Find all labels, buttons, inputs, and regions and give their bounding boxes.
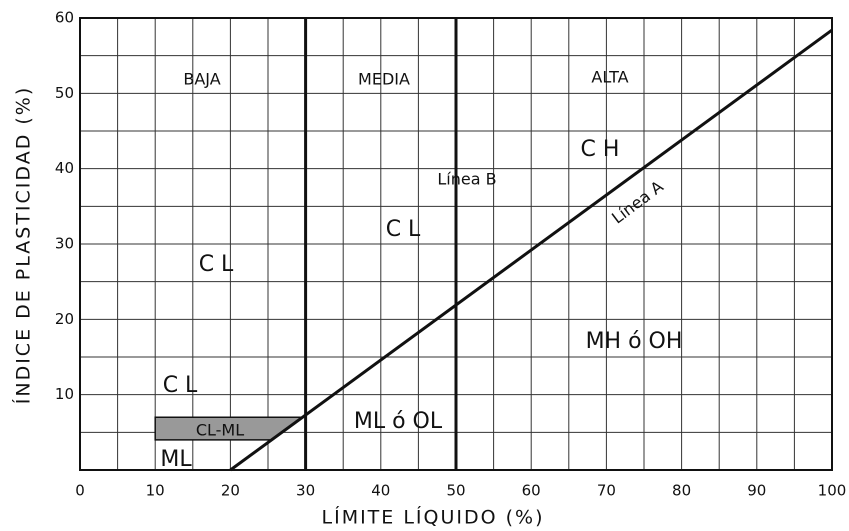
- x-tick-label: 20: [221, 482, 240, 500]
- series-line: [229, 28, 833, 472]
- region-label: C L: [199, 252, 234, 277]
- y-tick-label: 10: [55, 385, 74, 403]
- x-tick-label: 80: [672, 482, 691, 500]
- x-tick-label: 50: [446, 482, 465, 500]
- region-label: ALTA: [591, 68, 628, 87]
- region-label: MEDIA: [358, 70, 410, 89]
- x-tick-label: 40: [371, 482, 390, 500]
- band-label: CL-ML: [196, 421, 244, 440]
- y-tick-label: 60: [55, 9, 74, 27]
- x-tick-label: 10: [146, 482, 165, 500]
- line-label: Línea B: [437, 170, 496, 189]
- y-tick-label: 40: [55, 159, 74, 177]
- region-label: C L: [163, 373, 198, 398]
- y-axis-label: ÍNDICE DE PLASTICIDAD (%): [12, 86, 35, 405]
- region-label: MH ó OH: [586, 329, 683, 354]
- x-tick-label: 30: [296, 482, 315, 500]
- y-tick-label: 20: [55, 310, 74, 328]
- line-label: Línea A: [608, 177, 667, 228]
- x-tick-label: 0: [75, 482, 85, 500]
- region-label: ML: [160, 447, 192, 472]
- region-label: C L: [386, 217, 421, 242]
- region-label: C H: [581, 137, 620, 162]
- x-axis-label: LÍMITE LÍQUIDO (%): [322, 506, 545, 529]
- region-label: ML ó OL: [354, 409, 443, 434]
- y-tick-label: 50: [55, 84, 74, 102]
- region-label: BAJA: [183, 70, 220, 89]
- x-tick-label: 60: [522, 482, 541, 500]
- x-tick-label: 70: [597, 482, 616, 500]
- y-tick-label: 30: [55, 235, 74, 253]
- x-tick-label: 100: [818, 482, 847, 500]
- x-tick-label: 90: [747, 482, 766, 500]
